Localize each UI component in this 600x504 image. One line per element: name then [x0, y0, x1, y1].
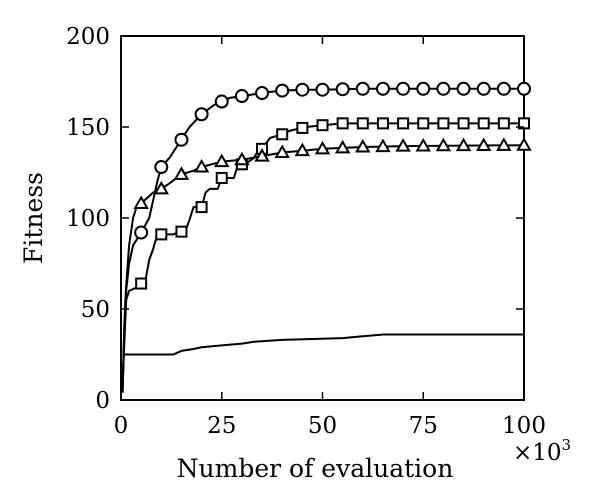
circle-marker: [476, 81, 491, 96]
square-marker: [356, 117, 369, 130]
square-marker: [518, 117, 530, 130]
square-marker: [477, 117, 490, 130]
x-tick-label: 50: [308, 413, 337, 439]
circle-marker: [275, 83, 290, 98]
y-tick-label: 0: [95, 388, 110, 414]
triangle-marker: [274, 144, 290, 158]
square-marker: [497, 117, 510, 130]
x-tick-label: 100: [502, 413, 546, 439]
square-marker: [175, 225, 188, 238]
circle-marker: [214, 94, 229, 109]
x-tick-label: 25: [207, 413, 236, 439]
circle-marker: [255, 86, 270, 101]
y-tick-label: 50: [81, 297, 110, 323]
triangle-marker: [234, 151, 250, 166]
triangle-marker: [153, 180, 170, 195]
square-marker: [457, 117, 470, 130]
square-marker: [296, 121, 309, 134]
triangle-marker: [435, 137, 452, 152]
square-marker: [437, 117, 450, 130]
triangle-marker: [133, 195, 149, 209]
y-tick-label: 150: [66, 115, 110, 141]
square-marker: [276, 128, 289, 141]
ticks-layer: 0 25 50 75 100 0 50 100 150 200: [66, 24, 546, 439]
series-line-none: [121, 333, 524, 391]
circle-marker: [436, 81, 451, 96]
triangle-marker: [395, 138, 411, 152]
triangle-marker: [375, 138, 391, 153]
circle-marker: [234, 89, 249, 104]
square-marker: [397, 117, 410, 130]
square-marker: [155, 228, 168, 241]
triangle-marker: [254, 148, 270, 162]
y-tick-label: 200: [66, 24, 110, 50]
y-tick-label: 100: [66, 206, 110, 232]
triangle-marker: [314, 140, 331, 155]
triangle-marker: [334, 139, 351, 154]
x-multiplier-base: ×10: [513, 440, 562, 466]
x-tick-label: 0: [114, 413, 129, 439]
square-marker: [336, 117, 349, 130]
circle-marker: [396, 81, 411, 96]
circle-marker: [335, 82, 350, 97]
triangle-marker: [214, 153, 230, 168]
series-layer: [121, 81, 532, 393]
square-marker: [195, 201, 208, 214]
triangle-marker: [355, 139, 371, 153]
series-line-square: [121, 122, 524, 386]
triangle-marker: [475, 137, 492, 152]
circle-marker: [517, 81, 531, 96]
circle-marker: [315, 82, 330, 97]
series-line-triangle: [121, 144, 525, 393]
triangle-marker: [193, 159, 210, 173]
circle-marker: [194, 107, 209, 122]
circle-marker: [416, 81, 431, 96]
circle-marker: [496, 81, 511, 96]
circle-marker: [295, 82, 310, 97]
x-tick-label: 75: [409, 413, 438, 439]
triangle-marker: [455, 137, 472, 152]
square-marker: [376, 117, 389, 130]
x-multiplier-exponent: 3: [562, 436, 572, 454]
circle-marker: [174, 132, 189, 147]
square-marker: [316, 119, 329, 132]
circle-marker: [154, 160, 169, 175]
triangle-marker: [496, 137, 512, 151]
circle-marker: [456, 81, 471, 96]
y-axis-title: Fitness: [19, 172, 48, 264]
square-marker: [417, 117, 430, 130]
circle-marker: [375, 81, 390, 96]
square-marker: [215, 171, 228, 184]
x-axis-title: Number of evaluation: [177, 454, 454, 483]
triangle-marker: [415, 137, 431, 152]
triangle-marker: [173, 166, 190, 180]
square-marker: [135, 277, 148, 290]
triangle-marker: [516, 137, 532, 151]
circle-marker: [355, 81, 370, 96]
triangle-marker: [294, 142, 311, 157]
circle-marker: [134, 225, 149, 240]
x-axis-multiplier: ×103: [513, 436, 571, 466]
